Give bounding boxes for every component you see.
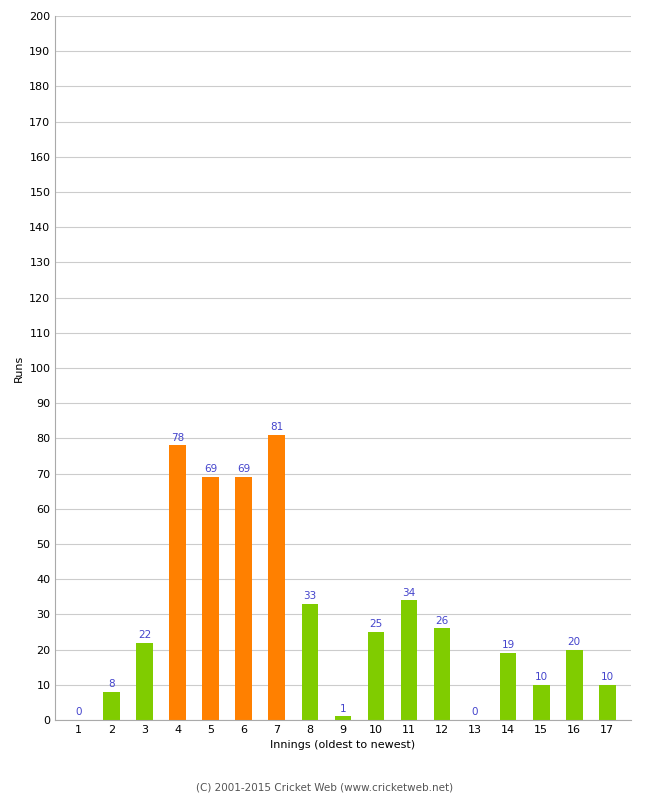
- Text: 20: 20: [567, 637, 581, 646]
- Bar: [401, 600, 417, 720]
- Bar: [202, 477, 219, 720]
- Text: 10: 10: [535, 672, 548, 682]
- X-axis label: Innings (oldest to newest): Innings (oldest to newest): [270, 741, 415, 750]
- Text: 81: 81: [270, 422, 283, 432]
- Text: 8: 8: [108, 679, 115, 689]
- Text: 69: 69: [204, 464, 217, 474]
- Y-axis label: Runs: Runs: [14, 354, 23, 382]
- Bar: [302, 604, 318, 720]
- Text: 19: 19: [502, 640, 515, 650]
- Text: 25: 25: [369, 619, 383, 629]
- Bar: [599, 685, 616, 720]
- Bar: [169, 446, 186, 720]
- Text: (C) 2001-2015 Cricket Web (www.cricketweb.net): (C) 2001-2015 Cricket Web (www.cricketwe…: [196, 782, 454, 792]
- Bar: [368, 632, 384, 720]
- Text: 33: 33: [303, 591, 317, 601]
- Bar: [136, 642, 153, 720]
- Text: 1: 1: [339, 704, 346, 714]
- Text: 78: 78: [171, 433, 184, 442]
- Bar: [103, 692, 120, 720]
- Bar: [566, 650, 582, 720]
- Text: 0: 0: [75, 707, 82, 717]
- Bar: [434, 629, 450, 720]
- Text: 26: 26: [436, 616, 448, 626]
- Text: 34: 34: [402, 587, 415, 598]
- Bar: [268, 435, 285, 720]
- Text: 0: 0: [472, 707, 478, 717]
- Bar: [335, 717, 351, 720]
- Bar: [533, 685, 549, 720]
- Bar: [235, 477, 252, 720]
- Text: 69: 69: [237, 464, 250, 474]
- Text: 10: 10: [601, 672, 614, 682]
- Text: 22: 22: [138, 630, 151, 640]
- Bar: [500, 653, 517, 720]
